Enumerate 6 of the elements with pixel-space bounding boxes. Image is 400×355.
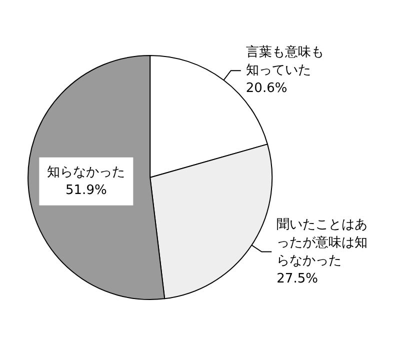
data-label: 27.5%	[276, 271, 318, 286]
slice-label: 聞いたことはあったが意味は知らなかった	[276, 217, 368, 268]
slice-label: 言葉も意味も知っていた	[246, 44, 324, 78]
data-label: 20.6%	[246, 81, 288, 96]
data-label: 51.9%	[66, 182, 107, 198]
slice-label: 知らなかった	[47, 164, 126, 180]
